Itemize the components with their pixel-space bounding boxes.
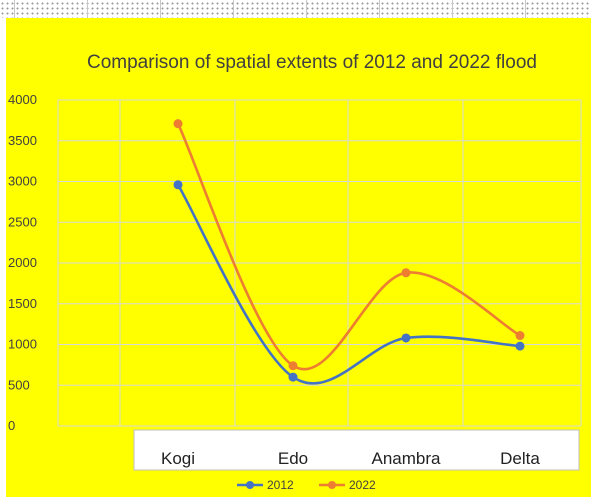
category-label-kogi: Kogi	[161, 449, 195, 468]
column-divider	[87, 0, 88, 18]
data-point-2022-kogi[interactable]	[173, 119, 183, 129]
chart-area[interactable]: Comparison of spatial extents of 2012 an…	[6, 18, 591, 497]
category-label-delta: Delta	[500, 449, 540, 468]
series-line-2012	[176, 183, 522, 385]
legend: 2012 2022	[237, 478, 376, 492]
chart-title: Comparison of spatial extents of 2012 an…	[87, 52, 537, 73]
x-axis-category-labels: Kogi Edo Anambra Delta	[161, 449, 540, 468]
column-divider	[525, 0, 526, 18]
y-tick-label: 3000	[8, 174, 37, 189]
data-point-2022-anambra[interactable]	[401, 268, 411, 278]
category-label-anambra: Anambra	[372, 449, 442, 468]
line-chart: Comparison of spatial extents of 2012 an…	[8, 52, 582, 492]
series-layer	[173, 119, 525, 385]
data-point-2012-delta[interactable]	[515, 341, 525, 351]
category-axis-box	[133, 429, 580, 471]
y-tick-label: 1500	[8, 296, 37, 311]
column-divider	[306, 0, 307, 18]
data-point-2012-edo[interactable]	[288, 372, 298, 382]
y-tick-label: 3500	[8, 133, 37, 148]
grid-layer	[57, 99, 582, 427]
y-tick-label: 1000	[8, 337, 37, 352]
legend-label-2022: 2022	[349, 478, 376, 492]
column-divider	[160, 0, 161, 18]
y-tick-label: 500	[8, 377, 30, 392]
column-divider	[379, 0, 380, 18]
data-point-2022-delta[interactable]	[515, 331, 525, 341]
y-tick-label: 2500	[8, 214, 37, 229]
legend-marker-2022	[328, 481, 336, 489]
y-axis-tick-labels: 0 500 1000 1500 2000 2500 3000 3500 4000	[8, 92, 37, 433]
spreadsheet-grid-strip	[0, 0, 591, 18]
data-point-2012-kogi[interactable]	[173, 180, 183, 190]
legend-label-2012: 2012	[267, 478, 294, 492]
y-tick-label: 0	[8, 418, 15, 433]
y-tick-label: 4000	[8, 92, 37, 107]
column-divider	[452, 0, 453, 18]
category-label-edo: Edo	[278, 449, 308, 468]
data-point-2012-anambra[interactable]	[401, 333, 411, 343]
column-divider	[14, 0, 15, 18]
column-divider	[233, 0, 234, 18]
legend-marker-2012	[246, 481, 254, 489]
y-tick-label: 2000	[8, 255, 37, 270]
series-line-2022	[176, 122, 522, 371]
data-point-2022-edo[interactable]	[288, 361, 298, 371]
